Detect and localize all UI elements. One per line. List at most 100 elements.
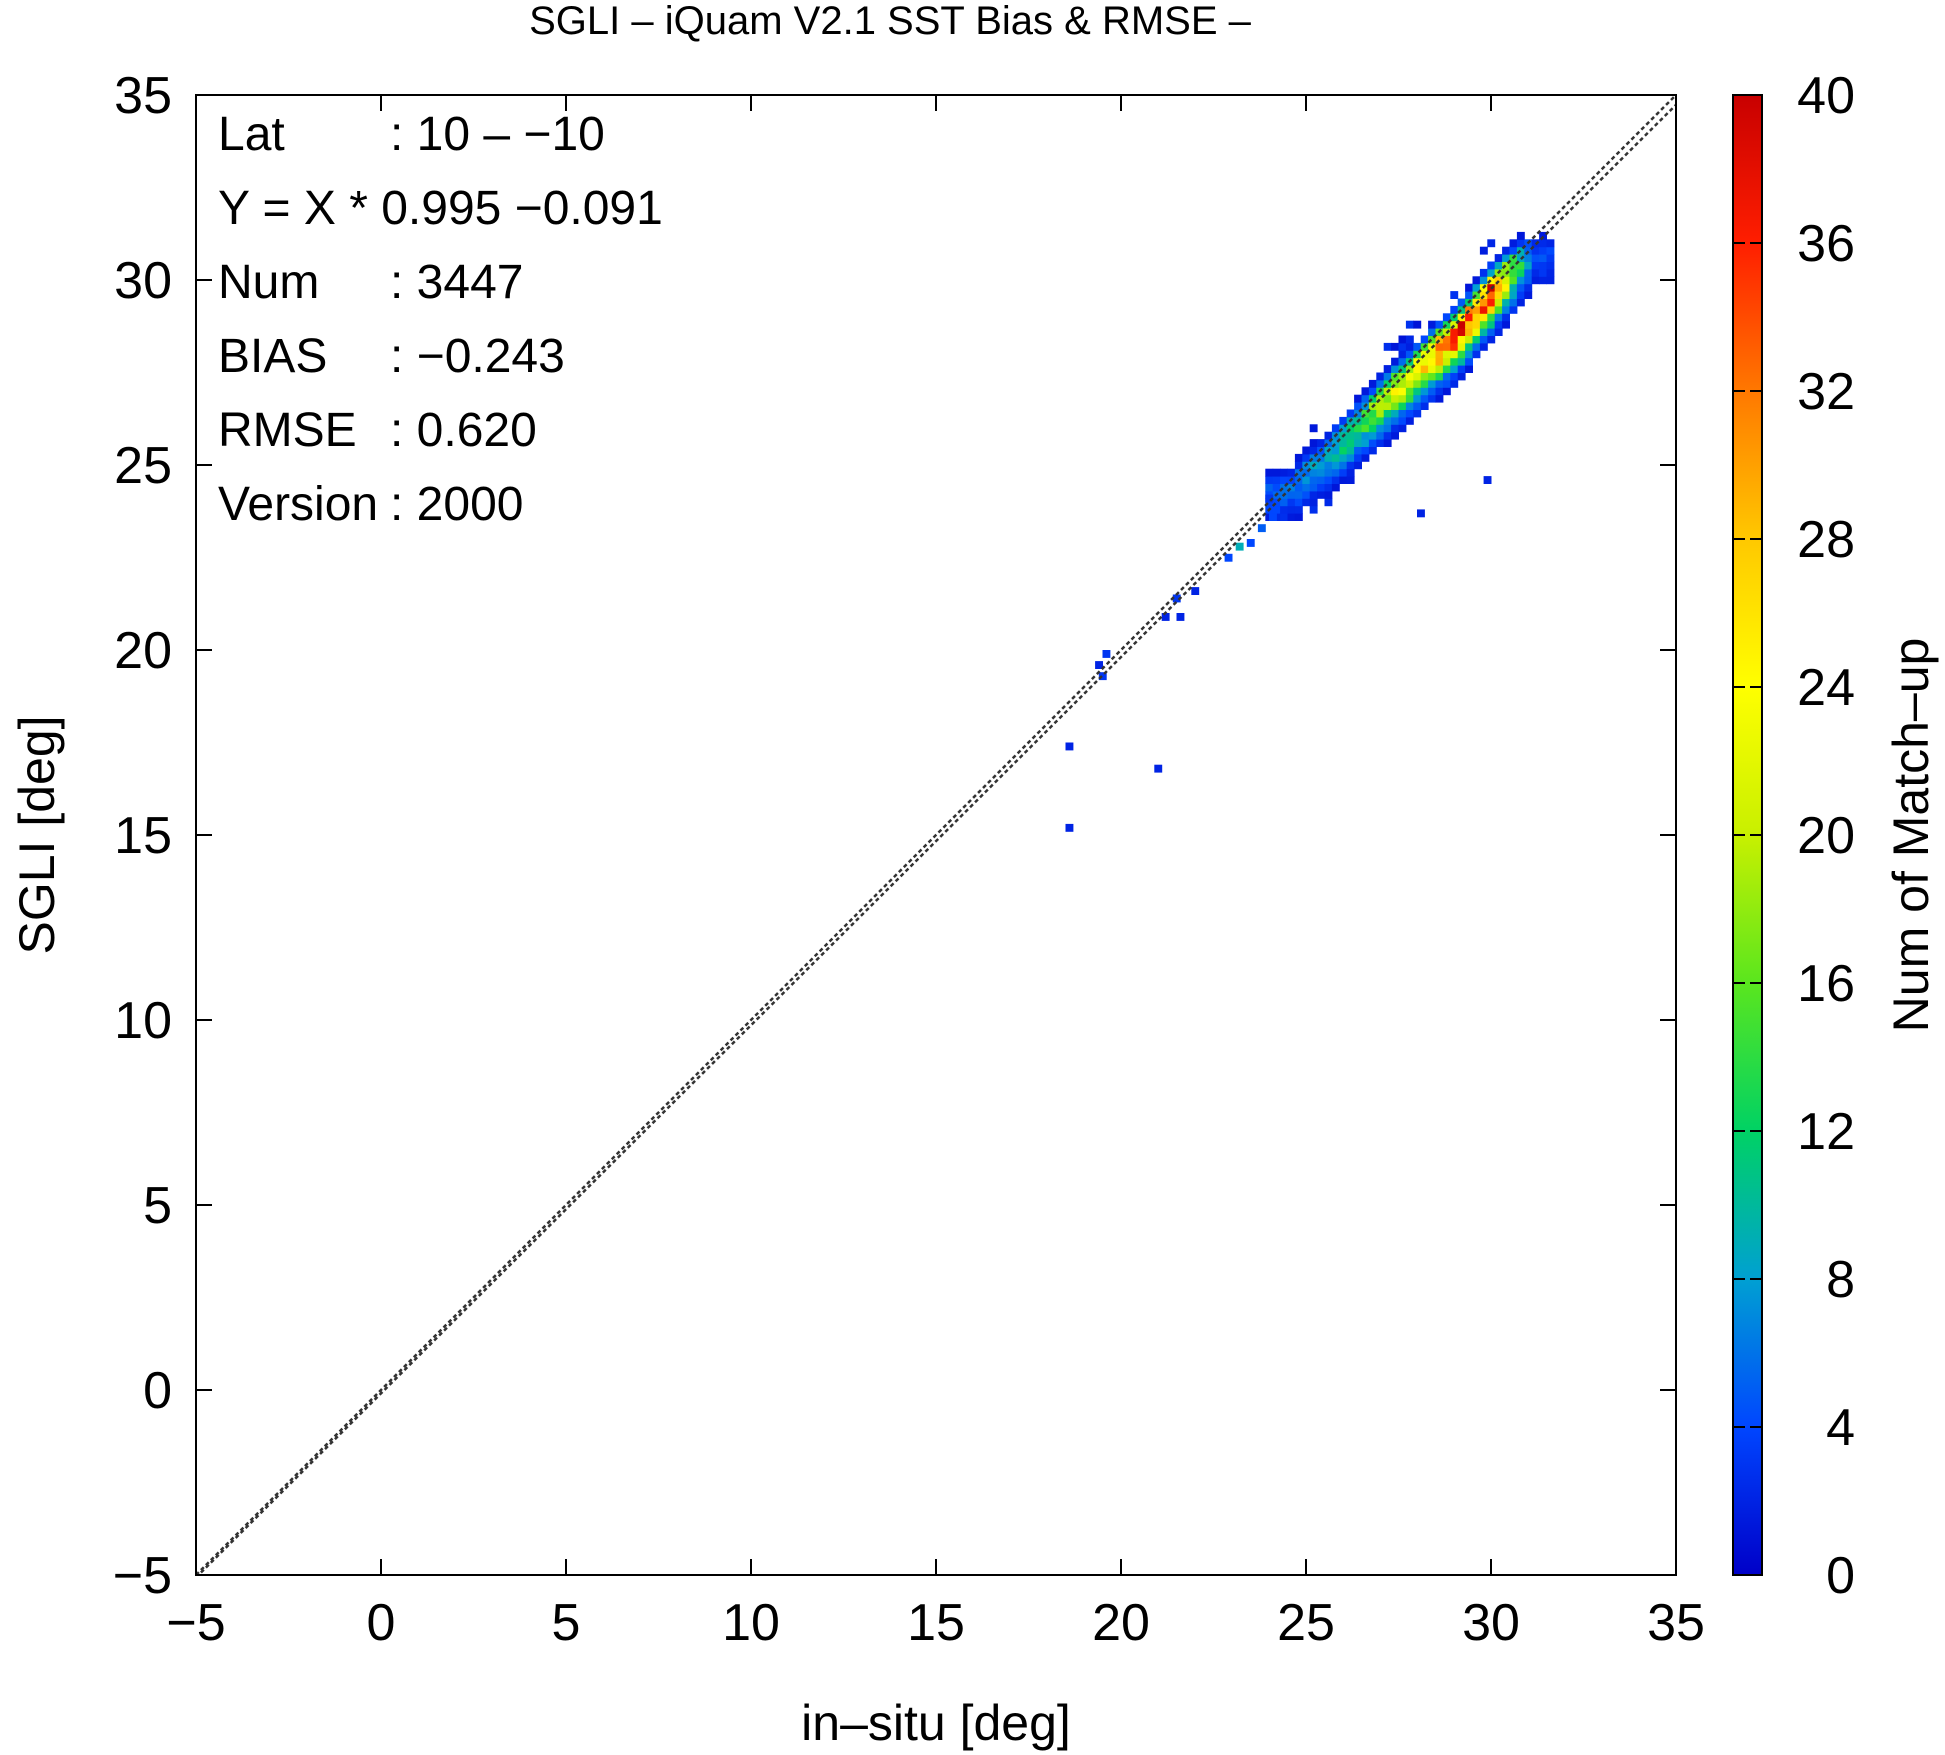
heatmap-cell: [1280, 483, 1288, 492]
heatmap-cell: [1398, 350, 1407, 359]
heatmap-cell: [1450, 357, 1459, 366]
heatmap-cell: [1398, 387, 1407, 396]
annotation-key: BIAS: [218, 330, 327, 383]
heatmap-cell: [1450, 365, 1459, 373]
heatmap-cell: [1531, 261, 1540, 270]
heatmap-cell: [1457, 305, 1466, 314]
heatmap-cell: [1465, 342, 1473, 351]
heatmap-cell: [1346, 468, 1355, 477]
heatmap-cell: [1502, 313, 1510, 322]
heatmap-cell: [1457, 320, 1466, 329]
heatmap-cell: [1457, 342, 1466, 351]
heatmap-cell: [1413, 372, 1422, 381]
heatmap-cell: [1368, 439, 1377, 447]
heatmap-cell: [1280, 513, 1288, 521]
heatmap-cell: [1324, 453, 1333, 462]
heatmap-cell: [1546, 254, 1555, 262]
heatmap-cell: [1383, 365, 1392, 373]
heatmap-cell: [1354, 409, 1362, 418]
heatmap-cell: [1450, 320, 1459, 329]
heatmap-cell: [1539, 246, 1547, 255]
heatmap-cell: [1361, 409, 1370, 418]
annotation-value: : 2000: [390, 478, 523, 531]
heatmap-cell: [1391, 402, 1399, 410]
heatmap-cell: [1346, 453, 1355, 462]
heatmap-cell: [1361, 387, 1370, 396]
heatmap-cell: [1294, 453, 1303, 462]
heatmap-cell: [1354, 461, 1362, 470]
heatmap-cell: [1317, 453, 1325, 462]
heatmap-cell: [1413, 379, 1422, 388]
colorbar-tick-label: 12: [1797, 1103, 1855, 1161]
heatmap-cell: [1457, 328, 1466, 336]
heatmap-cell: [1465, 350, 1473, 359]
heatmap-cell: [1346, 446, 1355, 455]
heatmap-cell: [1450, 328, 1459, 336]
heatmap-cell: [1376, 416, 1385, 425]
heatmap-cell: [1331, 424, 1340, 433]
heatmap-cell: [1317, 461, 1325, 470]
heatmap-cell: [1287, 483, 1296, 492]
x-tick-label: −5: [166, 1594, 225, 1652]
colorbar-ticks: 0 4 8 12 16 20 24 28 32 36 40: [1733, 67, 1855, 1605]
heatmap-cell: [1324, 439, 1333, 447]
heatmap-cell: [1428, 335, 1436, 344]
x-tick-label: 10: [722, 1594, 780, 1652]
heatmap-cell: [1346, 439, 1355, 447]
heatmap-cell: [1479, 298, 1488, 307]
heatmap-cell: [1465, 320, 1473, 329]
heatmap-cell: [1435, 342, 1444, 351]
heatmap-cell: [1546, 239, 1555, 248]
heatmap-cell: [1472, 320, 1481, 329]
heatmap-cell: [1442, 313, 1451, 322]
heatmap-cell: [1487, 239, 1496, 248]
heatmap-cell: [1302, 468, 1311, 477]
heatmap-cell: [1531, 254, 1540, 262]
heatmap-cell: [1405, 379, 1414, 388]
heatmap-cell: [1376, 402, 1385, 410]
heatmap-cell: [1354, 453, 1362, 462]
heatmap-cell: [1398, 394, 1407, 403]
x-axis-label: in–situ [deg]: [801, 1695, 1071, 1751]
heatmap-cell: [1376, 409, 1385, 418]
heatmap-cell: [1331, 453, 1340, 462]
heatmap-cell: [1361, 453, 1370, 462]
heatmap-cell: [1546, 261, 1555, 270]
colorbar-tick-label: 36: [1797, 215, 1855, 273]
heatmap-cell: [1450, 372, 1459, 381]
y-tick-label: 10: [114, 992, 172, 1050]
x-tick-label: 35: [1647, 1594, 1705, 1652]
heatmap-cell: [1450, 379, 1459, 388]
heatmap-cell: [1324, 461, 1333, 470]
heatmap-cell: [1383, 394, 1392, 403]
heatmap-cell: [1324, 468, 1333, 477]
heatmap-cell: [1354, 446, 1362, 455]
heatmap-cell: [1398, 409, 1407, 418]
heatmap-cell: [1405, 350, 1414, 359]
heatmap-cell: [1224, 553, 1233, 562]
heatmap-cell: [1302, 490, 1311, 499]
y-tick-label: 25: [114, 437, 172, 495]
y-axis-label: SGLI [deg]: [9, 715, 65, 954]
heatmap-cell: [1398, 402, 1407, 410]
heatmap-cell: [1368, 424, 1377, 433]
heatmap-cell: [1450, 342, 1459, 351]
reference-lines: [196, 95, 1676, 1575]
heatmap-cell: [1494, 261, 1503, 270]
colorbar-tick-label: 8: [1826, 1251, 1855, 1309]
heatmap-cell: [1420, 402, 1429, 410]
heatmap-cell: [1368, 446, 1377, 455]
heatmap-cell: [1265, 483, 1274, 492]
heatmap-cell: [1376, 424, 1385, 433]
heatmap-cell: [1383, 424, 1392, 433]
heatmap-cell: [1516, 298, 1525, 307]
annotation-key: Version: [218, 478, 378, 531]
heatmap-cell: [1361, 446, 1370, 455]
heatmap-cell: [1450, 350, 1459, 359]
heatmap-cell: [1346, 461, 1355, 470]
heatmap-cell: [1391, 394, 1399, 403]
heatmap-cell: [1346, 424, 1355, 433]
heatmap-cell: [1294, 483, 1303, 492]
heatmap-cell: [1483, 476, 1492, 484]
heatmap-cell: [1502, 320, 1510, 329]
